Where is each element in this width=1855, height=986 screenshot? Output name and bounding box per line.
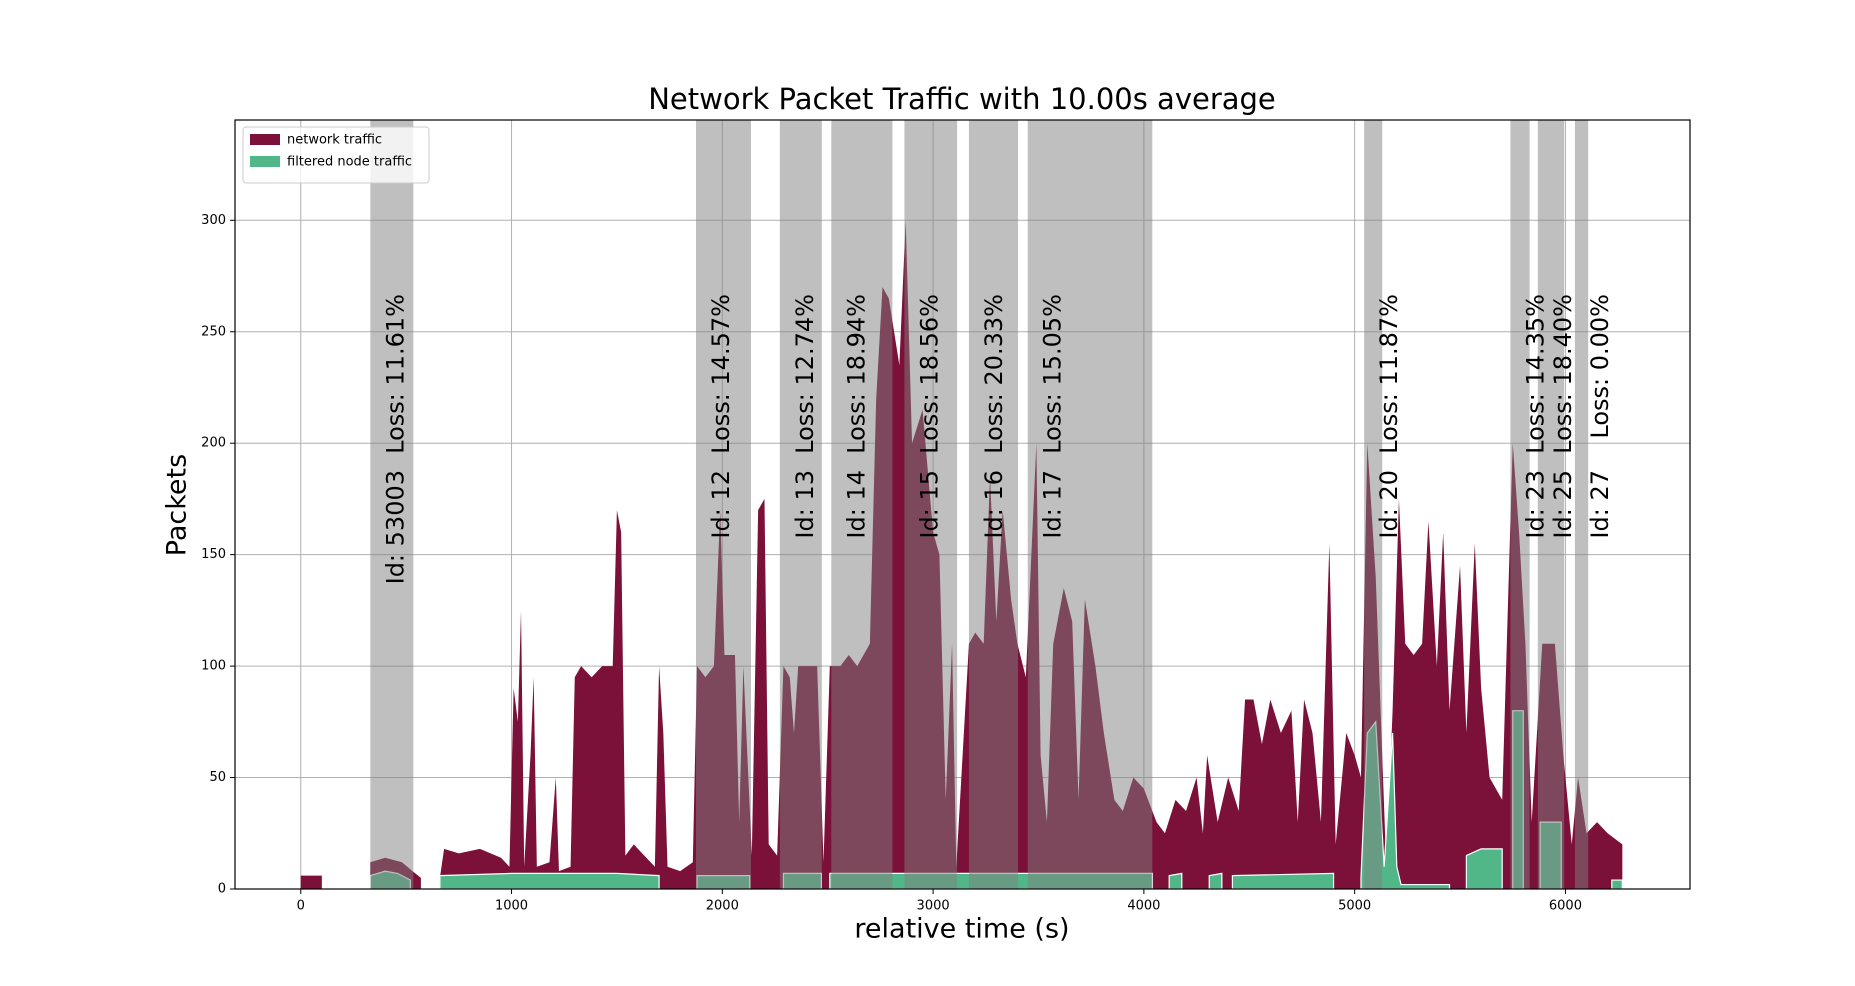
plot-area — [300, 120, 1623, 889]
span-loss-label: Loss: 18.94% — [842, 294, 870, 454]
legend-swatch — [250, 156, 280, 167]
loss-span — [831, 120, 893, 889]
legend: network traffic filtered node traffic — [242, 126, 430, 184]
y-tick-label: 0 — [218, 882, 226, 897]
span-id-label: Id: 12 — [707, 470, 735, 539]
x-tick-label: 0 — [297, 899, 305, 914]
legend-box — [242, 126, 430, 184]
loss-span — [1027, 120, 1153, 889]
axes-frame — [234, 119, 1691, 890]
loss-span — [968, 120, 1019, 889]
span-id-label: Id: 16 — [980, 470, 1008, 539]
legend-label: network traffic — [287, 133, 382, 148]
loss-span — [370, 120, 414, 889]
span-loss-label: Loss: 14.57% — [707, 294, 735, 454]
span-id-label: Id: 20 — [1375, 470, 1403, 539]
span-loss-label: Loss: 12.74% — [791, 294, 819, 454]
y-tick-label: 50 — [209, 770, 226, 785]
legend-label: filtered node traffic — [287, 155, 412, 170]
span-id-label: Id: 13 — [791, 470, 819, 539]
span-loss-label: Loss: 0.00% — [1586, 294, 1614, 439]
x-tick-label: 3000 — [917, 899, 950, 914]
span-loss-label: Loss: 14.35% — [1521, 294, 1549, 454]
loss-span — [695, 120, 751, 889]
span-loss-label: Loss: 15.05% — [1039, 294, 1067, 454]
span-loss-label: Loss: 11.61% — [381, 294, 409, 454]
x-tick-label: 4000 — [1127, 899, 1160, 914]
x-axis-label: relative time (s) — [854, 914, 1069, 945]
y-tick-label: 200 — [201, 436, 226, 451]
y-tick-label: 250 — [201, 324, 226, 339]
span-id-label: Id: 17 — [1039, 470, 1067, 539]
x-tick-label: 6000 — [1549, 899, 1582, 914]
span-id-label: Id: 25 — [1549, 470, 1577, 539]
x-tick-label: 5000 — [1338, 899, 1371, 914]
legend-swatch — [250, 134, 280, 145]
loss-span — [1537, 120, 1565, 889]
loss-span — [1574, 120, 1589, 889]
span-loss-label: Loss: 11.87% — [1375, 294, 1403, 454]
loss-span — [779, 120, 822, 889]
span-loss-label: Loss: 18.40% — [1549, 294, 1577, 454]
loss-span — [904, 120, 958, 889]
y-axis-label: Packets — [162, 454, 193, 556]
chart-title: Network Packet Traffic with 10.00s avera… — [648, 82, 1276, 116]
y-tick-label: 150 — [201, 547, 226, 562]
x-tick-label: 1000 — [495, 899, 528, 914]
span-id-label: Id: 53003 — [381, 470, 409, 584]
y-tick-label: 100 — [201, 659, 226, 674]
loss-span — [1510, 120, 1530, 889]
x-tick-label: 2000 — [706, 899, 739, 914]
span-id-label: Id: 14 — [842, 470, 870, 539]
area — [300, 220, 1623, 889]
y-tick-label: 300 — [201, 213, 226, 228]
span-id-label: Id: 27 — [1586, 470, 1614, 539]
loss-span — [1364, 120, 1383, 889]
span-id-label: Id: 23 — [1521, 470, 1549, 539]
span-id-label: Id: 15 — [915, 470, 943, 539]
span-loss-label: Loss: 18.56% — [915, 294, 943, 454]
span-loss-label: Loss: 20.33% — [980, 294, 1008, 454]
